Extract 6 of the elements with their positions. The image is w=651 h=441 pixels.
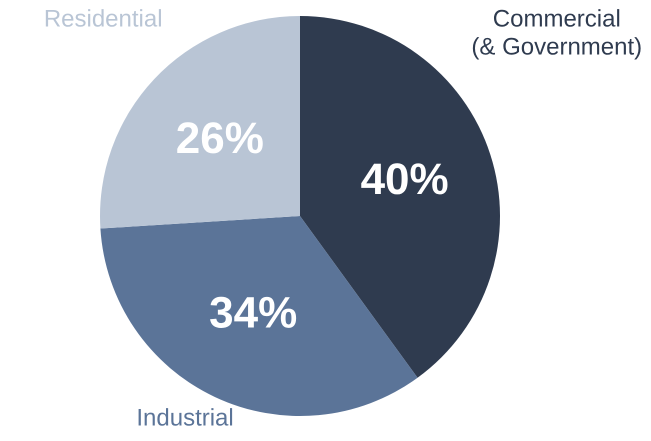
data-label: 34%	[209, 288, 298, 338]
slice-label: Industrial	[136, 404, 234, 432]
data-label: 26%	[176, 114, 264, 163]
data-label: 40%	[360, 155, 449, 204]
slice-label: Residential	[44, 6, 163, 33]
slice-label: Commercial (& Government)	[471, 6, 642, 61]
